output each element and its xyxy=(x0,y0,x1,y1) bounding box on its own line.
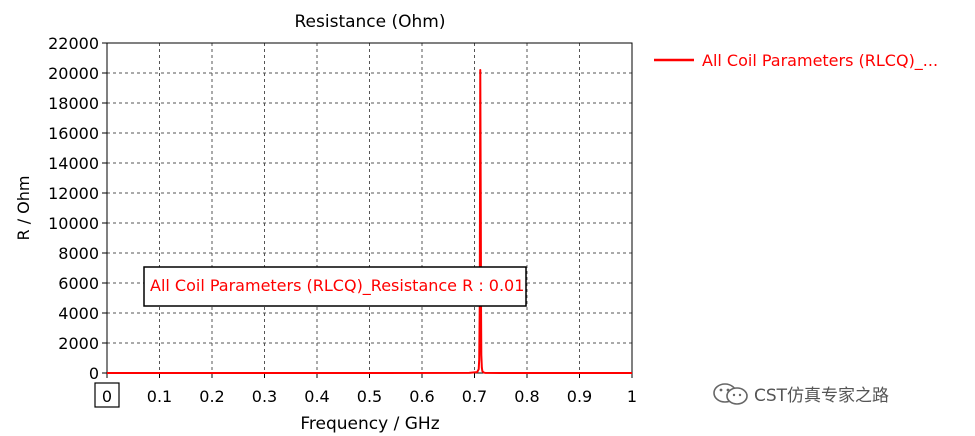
y-tick-label: 12000 xyxy=(48,184,99,203)
annotation-box[interactable]: All Coil Parameters (RLCQ)_Resistance R … xyxy=(143,266,527,307)
y-tick-label: 22000 xyxy=(48,34,99,53)
y-tick-label: 6000 xyxy=(58,274,99,293)
x-tick-label: 0.2 xyxy=(199,387,224,406)
x-tick-label: 0.5 xyxy=(357,387,382,406)
y-tick-label: 20000 xyxy=(48,64,99,83)
y-tick-label: 8000 xyxy=(58,244,99,263)
watermark-text: CST仿真专家之路 xyxy=(754,386,890,406)
annotation-frame xyxy=(143,266,527,307)
y-tick-label: 14000 xyxy=(48,154,99,173)
wechat-icon xyxy=(713,382,748,405)
x-tick-label: 0.4 xyxy=(304,387,329,406)
x-tick-label: 0.7 xyxy=(462,387,487,406)
watermark: CST仿真专家之路 xyxy=(712,381,889,406)
y-tick-label: 0 xyxy=(89,364,99,383)
y-tick-labels: 0 2000 4000 6000 8000 10000 12000 14000 16000 180… xyxy=(48,34,107,383)
y-tick-label: 10000 xyxy=(48,214,99,233)
annotation-text: All Coil Parameters (RLCQ)_Resistance R … xyxy=(150,276,524,296)
x-tick-label: 0.3 xyxy=(252,387,277,406)
legend[interactable]: All Coil Parameters (RLCQ)_... xyxy=(654,51,938,71)
y-axis-label: R / Ohm xyxy=(14,176,33,241)
x-tick-labels: 0 0.1 0.2 0.3 0.4 0.5 0.6 0.7 0.8 0.9 1 xyxy=(94,373,637,408)
x-tick-label: 0.1 xyxy=(147,387,172,406)
x-tick-label: 0.9 xyxy=(567,387,592,406)
x-tick-label: 0 xyxy=(102,387,112,406)
series-line xyxy=(107,69,632,374)
y-tick-label: 16000 xyxy=(48,124,99,143)
legend-label: All Coil Parameters (RLCQ)_... xyxy=(702,51,938,71)
grid xyxy=(107,43,632,373)
x-axis-label: Frequency / GHz xyxy=(300,414,439,434)
y-tick-label: 4000 xyxy=(58,304,99,323)
series-group xyxy=(107,69,632,374)
y-tick-label: 2000 xyxy=(58,334,99,353)
chart-title: Resistance (Ohm) xyxy=(295,12,446,32)
x-tick-label: 0.8 xyxy=(514,387,539,406)
x-tick-label: 1 xyxy=(627,387,637,406)
x-tick-focus-box[interactable] xyxy=(94,382,120,408)
y-tick-label: 18000 xyxy=(48,94,99,113)
x-tick-label: 0.6 xyxy=(409,387,434,406)
